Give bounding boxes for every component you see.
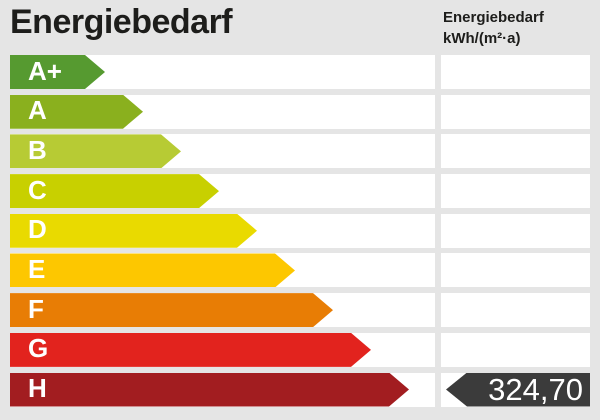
energy-class-bar-d: D: [10, 214, 257, 248]
value-cell-g: [441, 332, 590, 367]
value-cell-aplus: [441, 55, 590, 89]
value-cell-e: [441, 253, 590, 288]
energy-class-bar-h: H: [10, 373, 409, 407]
energy-class-label-aplus: A+: [28, 55, 62, 86]
energy-class-label-f: F: [28, 293, 44, 324]
scale-row-g: G: [0, 332, 600, 367]
energy-class-label-h: H: [28, 373, 47, 403]
energy-class-label-g: G: [28, 333, 49, 364]
scale-row-track: A+: [10, 55, 435, 89]
value-indicator-text: 324,70: [488, 371, 583, 407]
scale-row-track: E: [10, 253, 435, 288]
energy-class-bar-aplus: A+: [10, 55, 105, 89]
scale-row-track: H: [10, 372, 435, 407]
value-cell-b: [441, 134, 590, 169]
energy-class-bar-f: F: [10, 293, 333, 327]
scale-row-track: F: [10, 293, 435, 328]
energy-class-label-e: E: [28, 253, 46, 284]
energy-class-bar-a: A: [10, 95, 143, 129]
scale-row-track: D: [10, 213, 435, 248]
unit-header-line1: Energiebedarf: [443, 9, 544, 26]
energy-class-label-b: B: [28, 134, 47, 165]
value-cell-d: [441, 213, 590, 248]
energy-class-bar-g: G: [10, 333, 371, 367]
scale-row-d: D: [0, 213, 600, 248]
scale-row-track: B: [10, 134, 435, 169]
value-indicator: 324,70: [446, 371, 590, 407]
value-cell-f: [441, 293, 590, 328]
energy-class-bar-c: C: [10, 174, 219, 208]
scale-row-track: C: [10, 174, 435, 209]
scale-row-track: G: [10, 332, 435, 367]
energy-scale: A+ A B C D E F G H 324,70: [0, 55, 600, 407]
value-cell-c: [441, 174, 590, 209]
energy-class-bar-b: B: [10, 134, 181, 168]
value-cell-a: [441, 94, 590, 129]
unit-header: Energiebedarf kWh/(m²·a): [443, 7, 544, 49]
energy-class-label-a: A: [28, 95, 47, 126]
scale-row-track: A: [10, 94, 435, 129]
scale-row-h: H 324,70: [0, 371, 600, 407]
energy-class-bar-e: E: [10, 253, 295, 287]
energy-class-label-c: C: [28, 174, 47, 205]
scale-row-a: A: [0, 94, 600, 129]
energy-class-label-d: D: [28, 214, 47, 245]
scale-row-aplus: A+: [0, 55, 600, 89]
value-cell-h: 324,70: [441, 371, 590, 407]
scale-row-f: F: [0, 293, 600, 328]
page-title: Energiebedarf: [10, 3, 233, 41]
scale-row-e: E: [0, 253, 600, 288]
scale-row-c: C: [0, 174, 600, 209]
unit-header-line2: kWh/(m²·a): [443, 30, 521, 47]
scale-row-b: B: [0, 134, 600, 169]
